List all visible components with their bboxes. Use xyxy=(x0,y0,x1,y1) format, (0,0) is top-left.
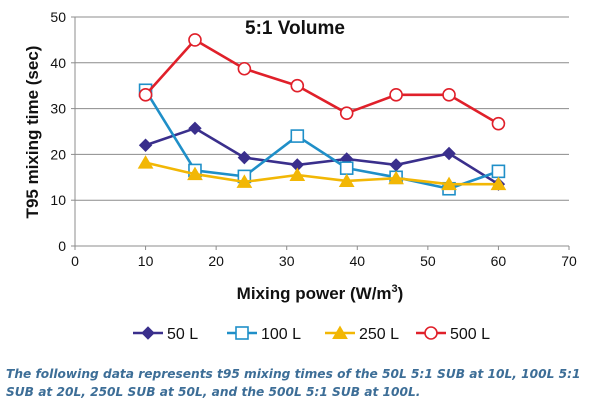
legend-marker xyxy=(332,325,348,339)
y-tick-label: 0 xyxy=(58,238,66,254)
legend-marker xyxy=(141,326,155,340)
legend-item: 500 L xyxy=(416,326,490,343)
data-point xyxy=(442,88,456,102)
x-tick-label: 20 xyxy=(208,253,224,269)
series-line xyxy=(144,89,499,191)
data-point xyxy=(289,167,306,182)
legend-marker xyxy=(235,326,249,340)
x-axis-label: Mixing power (W/m3) xyxy=(237,283,404,303)
data-point xyxy=(138,88,153,102)
data-point xyxy=(237,61,252,76)
y-tick-label: 30 xyxy=(50,101,66,117)
y-tick-label: 40 xyxy=(50,55,66,71)
series-line xyxy=(145,126,500,186)
x-tick-label: 40 xyxy=(349,253,365,269)
chart: 0 10 20 30 40 50 0 10 20 30 40 50 60 70 5:1 Volume T9… xyxy=(23,9,577,343)
x-tick-label: 70 xyxy=(561,253,577,269)
legend-label: 250 L xyxy=(359,326,399,343)
data-point xyxy=(339,106,354,120)
series-50-l xyxy=(138,121,506,191)
data-point xyxy=(290,78,305,93)
y-tick-label: 20 xyxy=(50,146,66,162)
tick-labels: 0 10 20 30 40 50 0 10 20 30 40 50 60 70 xyxy=(50,9,577,269)
legend-label: 100 L xyxy=(261,326,301,343)
series-500-l xyxy=(138,33,506,131)
series-250-l xyxy=(137,155,507,191)
legend-label: 50 L xyxy=(167,326,198,343)
series-layer xyxy=(137,33,507,196)
data-point xyxy=(188,33,202,47)
data-point xyxy=(491,116,506,131)
x-axis-label-suffix: ) xyxy=(398,284,404,303)
figure-caption: The following data represents t95 mixing… xyxy=(6,367,581,399)
data-point xyxy=(389,158,403,172)
x-tick-label: 30 xyxy=(279,253,295,269)
data-point xyxy=(490,176,507,191)
x-tick-label: 0 xyxy=(71,253,79,269)
data-point xyxy=(188,121,202,136)
data-point xyxy=(137,155,154,169)
x-tick-label: 50 xyxy=(420,253,436,269)
y-tick-label: 50 xyxy=(50,9,66,25)
y-axis-label: T95 mixing time (sec) xyxy=(23,46,42,219)
data-point xyxy=(389,88,403,102)
x-axis-label-superscript: 3 xyxy=(392,283,398,295)
data-point xyxy=(187,166,203,181)
legend-item: 50 L xyxy=(133,326,198,343)
data-point xyxy=(138,138,153,152)
legend-marker xyxy=(424,326,438,340)
chart-title: 5:1 Volume xyxy=(245,18,345,39)
x-tick-label: 60 xyxy=(491,253,507,269)
x-axis-label-main: Mixing power (W/m xyxy=(237,284,392,303)
x-tick-label: 10 xyxy=(138,253,154,269)
legend-item: 100 L xyxy=(227,326,301,343)
legend: 50 L 100 L 250 L 500 L xyxy=(133,325,490,343)
data-point xyxy=(290,129,305,143)
data-point xyxy=(491,164,506,179)
y-tick-label: 10 xyxy=(50,192,66,208)
series-line xyxy=(145,161,499,186)
data-point xyxy=(441,176,457,191)
data-point xyxy=(338,173,355,187)
axes xyxy=(71,16,570,250)
legend-label: 500 L xyxy=(450,326,490,343)
series-line xyxy=(144,38,500,125)
data-point xyxy=(237,150,252,165)
legend-item: 250 L xyxy=(325,325,399,343)
data-point xyxy=(388,170,404,185)
data-point xyxy=(339,161,354,175)
data-point xyxy=(442,146,456,161)
data-point xyxy=(236,174,253,188)
